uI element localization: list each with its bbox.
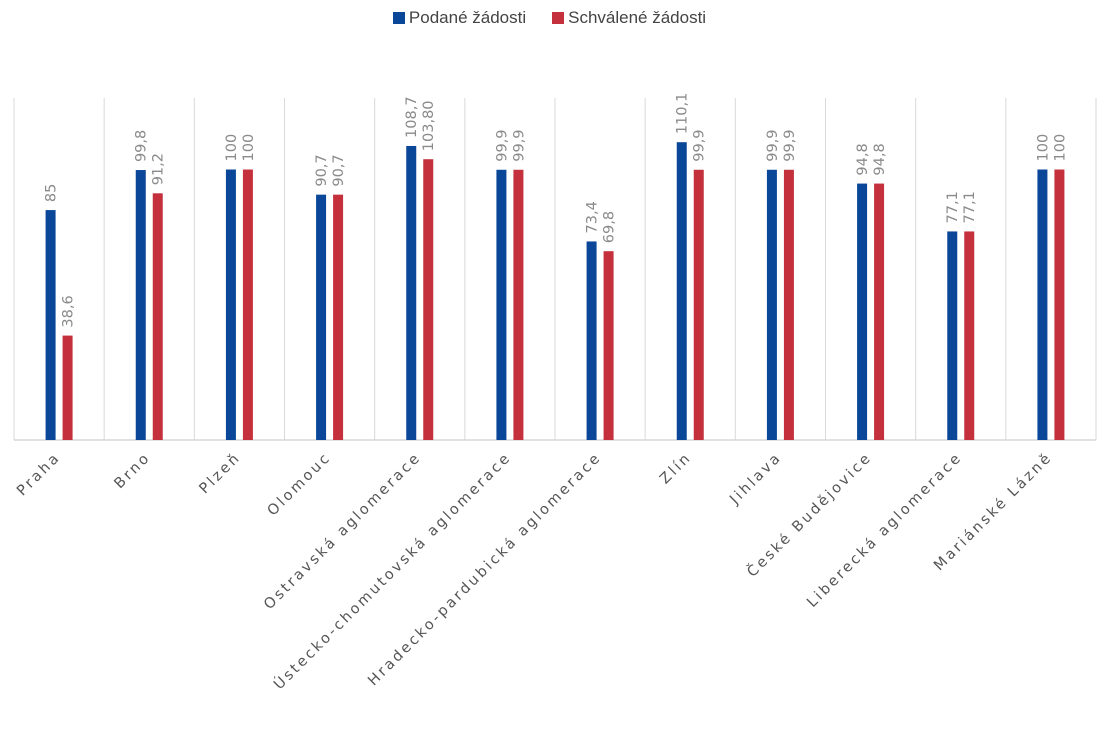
data-label: 77,1 [945,191,961,223]
data-label: 99,9 [692,129,708,161]
data-label: 73,4 [585,201,601,233]
bar-schvalene [783,169,794,440]
data-label: 103,80 [421,100,437,151]
x-tick-label: Plzeň [197,450,245,498]
x-tick-label: Liberecká aglomerace [804,450,965,611]
bar-podane [135,170,146,440]
data-label: 100 [224,134,240,162]
bar-schvalene [152,193,163,440]
data-label: 100 [241,134,257,162]
bar-podane [586,241,597,440]
bar-podane [316,194,327,440]
bar-podane [225,169,236,440]
data-label: 99,9 [511,129,527,161]
x-tick-label: Jihlava [727,450,786,509]
legend-label-schvalene: Schválené žádosti [568,8,707,27]
x-tick-label: Zlín [657,450,695,488]
data-label: 99,9 [494,129,510,161]
bar-podane [406,145,417,441]
x-tick-label: Ostravská aglomerace [261,450,424,613]
bar-podane [45,210,56,440]
bar-podane [496,169,507,440]
legend-swatch-schvalene [552,12,565,24]
data-label: 100 [1035,134,1051,162]
bar-schvalene [964,231,975,440]
bar-schvalene [62,335,73,440]
bar-schvalene [423,159,434,440]
data-label: 38,6 [61,295,77,327]
data-label: 99,9 [782,129,798,161]
legend-item-schvalene: Schválené žádosti [552,8,706,28]
data-label: 90,7 [314,154,330,186]
bar-podane [947,231,958,440]
bar-podane [1037,169,1048,440]
data-label: 91,2 [151,153,167,185]
data-label: 77,1 [962,191,978,223]
bar-podane [857,183,868,441]
bar-schvalene [333,194,344,440]
data-label: 94,8 [872,143,888,175]
bar-schvalene [874,183,885,441]
bar-schvalene [603,251,614,440]
bar-schvalene [1054,169,1065,440]
legend-label-podane: Podané žádosti [408,8,527,27]
data-label: 100 [1052,134,1068,162]
data-label: 69,8 [602,211,618,243]
x-tick-label: Olomouc [265,450,335,520]
legend-item-podane: Podané žádosti [392,8,527,28]
data-label: 99,9 [765,129,781,161]
data-label: 94,8 [855,143,871,175]
bar-podane [766,169,777,440]
bar-schvalene [242,169,253,440]
bar-podane [676,142,687,440]
legend-swatch-podane [392,12,405,24]
bar-schvalene [693,169,704,440]
data-label: 99,8 [134,130,150,162]
x-tick-label: Praha [14,450,64,500]
data-label: 110,1 [675,93,691,135]
legend: Podané žádosti Schválené žádosti [0,8,1099,28]
data-label: 108,7 [404,96,420,138]
x-tick-label: Brno [112,450,155,493]
data-label: 85 [44,184,60,202]
bar-schvalene [513,169,524,440]
data-label: 90,7 [331,154,347,186]
